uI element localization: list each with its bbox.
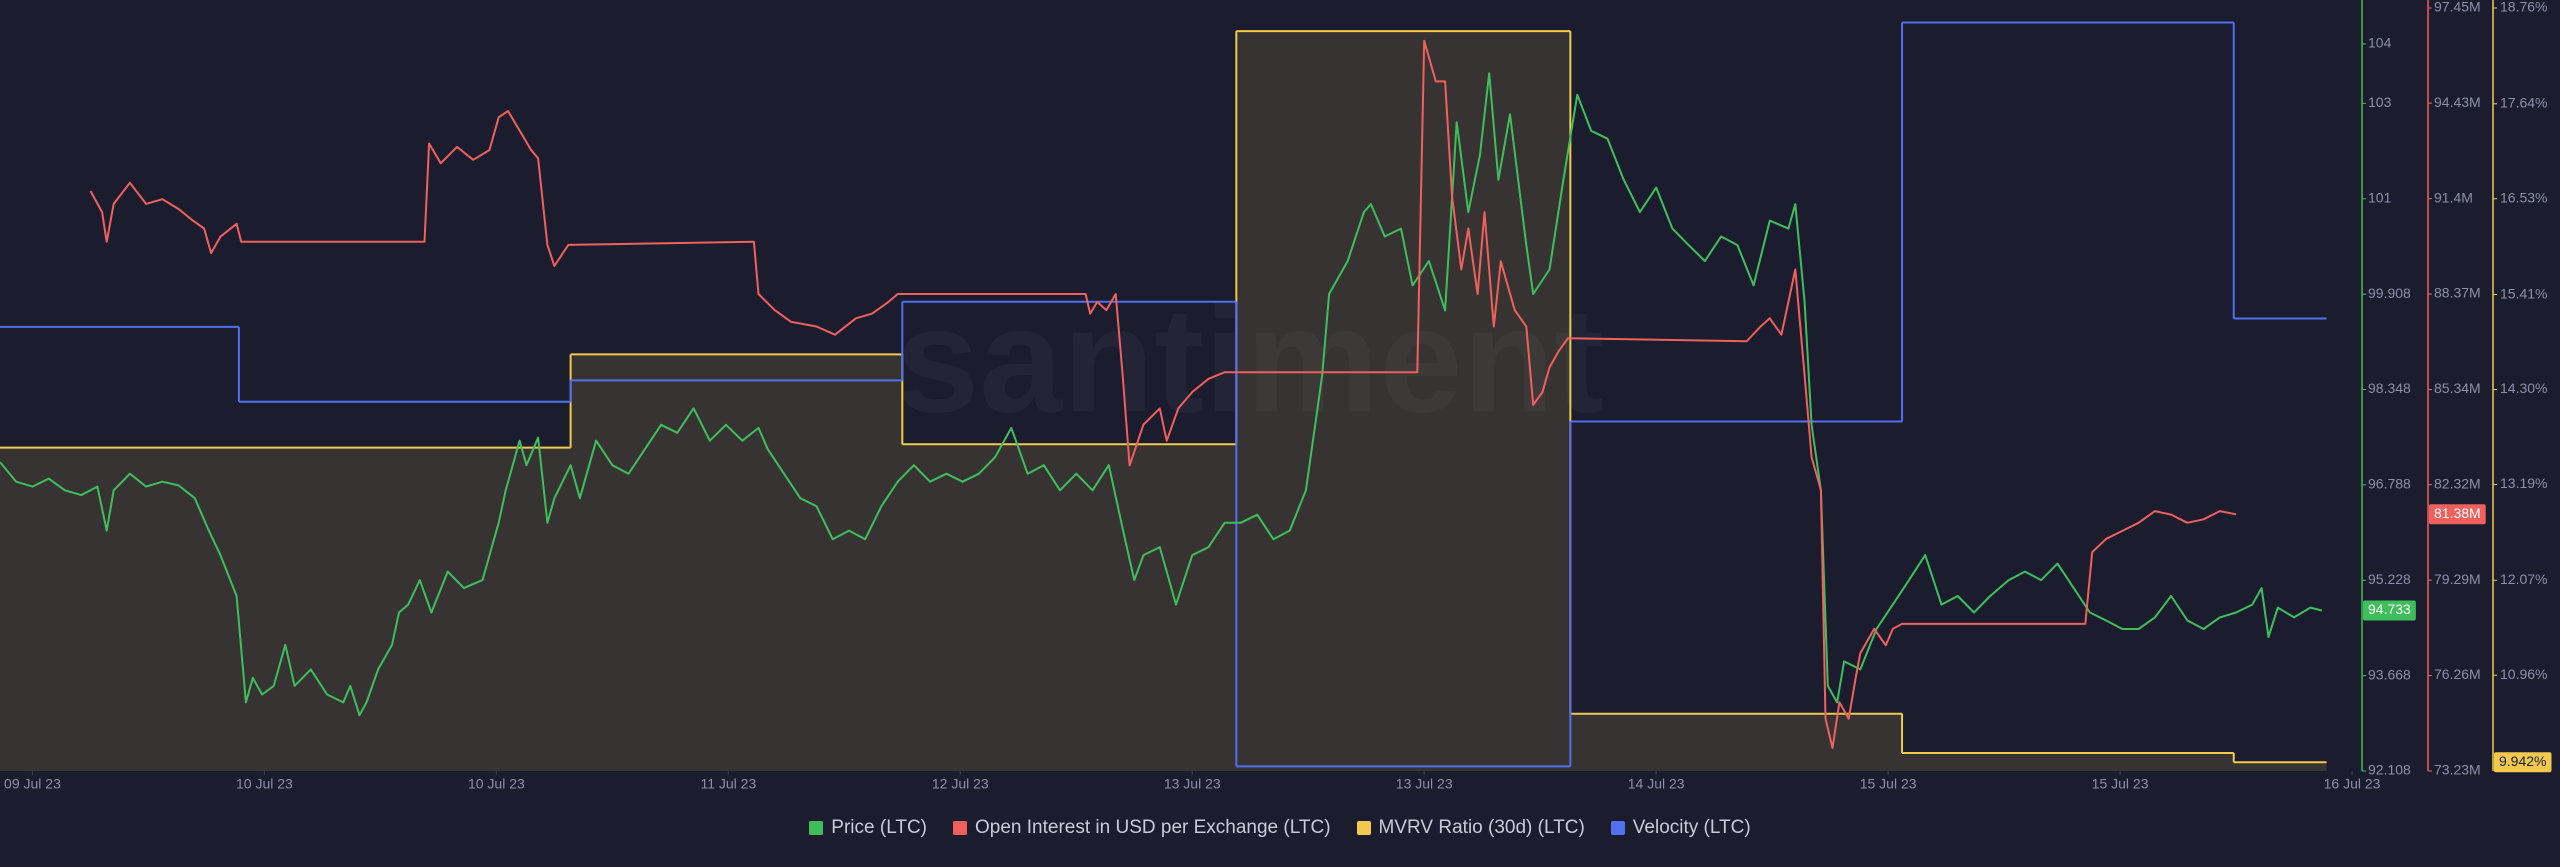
y-tick-label: 101	[2368, 189, 2392, 205]
area-segment	[0, 447, 571, 771]
legend-label: Price (LTC)	[831, 817, 928, 838]
last-value-badge	[2429, 504, 2486, 525]
y-tick-label: 85.34M	[2434, 380, 2481, 396]
y-tick-label: 88.37M	[2434, 285, 2481, 301]
last-value-label: 9.942%	[2499, 753, 2546, 769]
legend-item[interactable]: Price (LTC)	[809, 817, 927, 839]
y-tick-label: 103	[2368, 94, 2392, 110]
legend-label: MVRV Ratio (30d) (LTC)	[1378, 817, 1585, 838]
legend-swatch	[953, 821, 968, 835]
y-tick-label: 91.4M	[2434, 189, 2473, 205]
y-tick-label: 79.29M	[2434, 571, 2481, 587]
x-tick-label: 16 Jul 23	[2324, 776, 2381, 792]
area-segment	[570, 354, 903, 771]
legend-item[interactable]: Open Interest in USD per Exchange (LTC)	[953, 817, 1331, 839]
y-tick-label: 10.96%	[2500, 666, 2547, 682]
y-tick-label: 98.348	[2368, 380, 2411, 396]
x-tick-label: 15 Jul 23	[2092, 776, 2149, 792]
y-tick-label: 94.43M	[2434, 94, 2481, 110]
y-tick-label: 17.64%	[2500, 95, 2547, 111]
last-value-label: 81.38M	[2434, 505, 2481, 521]
y-tick-label: 104	[2368, 35, 2392, 51]
legend-item[interactable]: Velocity (LTC)	[1610, 817, 1751, 839]
chart: santiment 92.10893.66895.22896.78898.348…	[0, 0, 2552, 792]
y-tick-label: 18.76%	[2500, 0, 2547, 15]
legend-item[interactable]: MVRV Ratio (30d) (LTC)	[1356, 817, 1585, 839]
legend: Price (LTC) Open Interest in USD per Exch…	[0, 817, 2560, 839]
plot-area	[0, 21, 2327, 772]
last-value-label: 94.733	[2368, 601, 2411, 617]
area-segment	[1236, 31, 1571, 772]
y-tick-label: 95.228	[2368, 571, 2411, 587]
legend-label: Open Interest in USD per Exchange (LTC)	[975, 817, 1331, 838]
y-tick-label: 99.908	[2368, 285, 2411, 301]
series-line	[89, 39, 2237, 749]
x-tick-label: 13 Jul 23	[1396, 776, 1453, 792]
y-tick-label: 15.41%	[2500, 285, 2547, 301]
area-segment	[1902, 753, 2234, 771]
y-tick-label: 76.26M	[2434, 666, 2481, 682]
y-tick-label: 93.668	[2368, 666, 2411, 682]
y-tick-label: 96.788	[2368, 476, 2411, 492]
x-tick-label: 12 Jul 23	[932, 776, 989, 792]
area-segment	[2233, 762, 2327, 771]
y-tick-label: 16.53%	[2500, 189, 2547, 205]
last-value-badge	[2494, 752, 2552, 773]
legend-label: Velocity (LTC)	[1632, 817, 1751, 838]
y-tick-label: 14.30%	[2500, 380, 2547, 396]
legend-swatch	[1356, 821, 1371, 835]
x-tick-label: 14 Jul 23	[1628, 776, 1685, 792]
y-tick-label: 73.23M	[2434, 762, 2481, 778]
x-tick-label: 10 Jul 23	[468, 776, 525, 792]
legend-swatch	[809, 821, 824, 835]
x-tick-label: 09 Jul 23	[4, 776, 61, 792]
x-tick-label: 11 Jul 23	[700, 776, 756, 792]
area-segment	[902, 444, 1237, 771]
y-tick-label: 82.32M	[2434, 475, 2481, 491]
legend-swatch	[1610, 821, 1625, 835]
last-value-badge	[2363, 600, 2416, 621]
y-tick-label: 92.108	[2368, 762, 2411, 778]
area-segment	[1570, 713, 1903, 771]
x-tick-label: 15 Jul 23	[1860, 776, 1917, 792]
x-tick-label: 10 Jul 23	[236, 776, 293, 792]
x-tick-label: 13 Jul 23	[1164, 776, 1221, 792]
series-line	[0, 72, 2323, 717]
y-tick-label: 97.45M	[2434, 0, 2481, 15]
y-tick-label: 13.19%	[2500, 475, 2547, 491]
y-tick-label: 12.07%	[2500, 571, 2547, 587]
